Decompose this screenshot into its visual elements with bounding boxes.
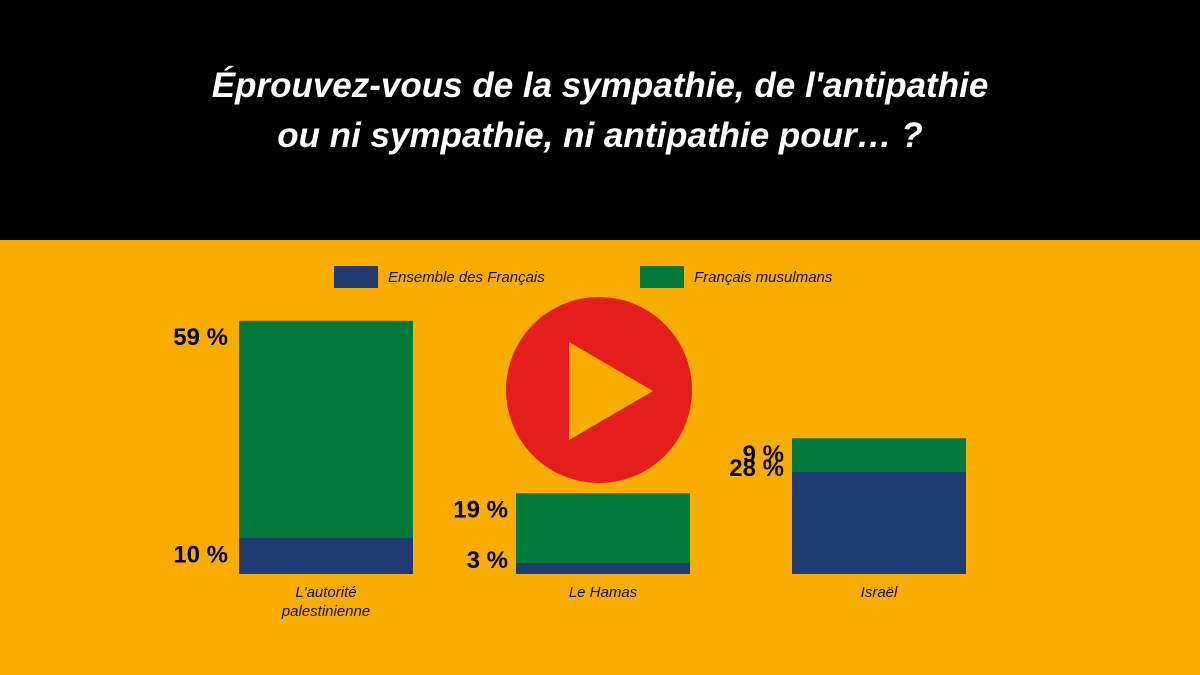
bar-segment-all [516, 562, 690, 574]
chart-title: Éprouvez-vous de la sympathie, de l'anti… [212, 61, 989, 179]
legend: Ensemble des Français Français musulmans [0, 266, 1200, 292]
legend-label-all: Ensemble des Français [388, 268, 545, 286]
bar-segment-all [239, 537, 413, 574]
bar-segment-muslims [792, 438, 966, 472]
play-button[interactable] [506, 297, 692, 483]
data-label-muslims: 9 % [743, 441, 784, 468]
legend-swatch-muslims [640, 266, 684, 288]
bar-segment-muslims [516, 493, 690, 563]
legend-swatch-all [334, 266, 378, 288]
bar-segment-all [792, 471, 966, 574]
data-label-muslims: 19 % [453, 496, 508, 523]
legend-item-muslims: Français musulmans [640, 266, 832, 288]
legend-label-muslims: Français musulmans [694, 268, 833, 286]
data-label-all: 3 % [467, 547, 508, 574]
bar-segment-muslims [239, 320, 413, 538]
data-label-all: 10 % [173, 541, 228, 568]
category-label: palestinienne [281, 603, 370, 620]
chart-title-line-1: Éprouvez-vous de la sympathie, de l'anti… [211, 66, 989, 105]
title-banner: Éprouvez-vous de la sympathie, de l'anti… [0, 0, 1200, 240]
category-label: L'autorité [295, 584, 356, 601]
legend-item-all: Ensemble des Français [334, 266, 545, 288]
chart-title-line-2: ou ni sympathie, ni antipathie pour… ? [277, 116, 923, 155]
data-label-all: 28 % [729, 455, 784, 482]
category-label: Israël [861, 584, 898, 601]
play-icon [506, 297, 692, 483]
category-label: Le Hamas [569, 584, 638, 601]
data-label-muslims: 59 % [173, 324, 228, 351]
